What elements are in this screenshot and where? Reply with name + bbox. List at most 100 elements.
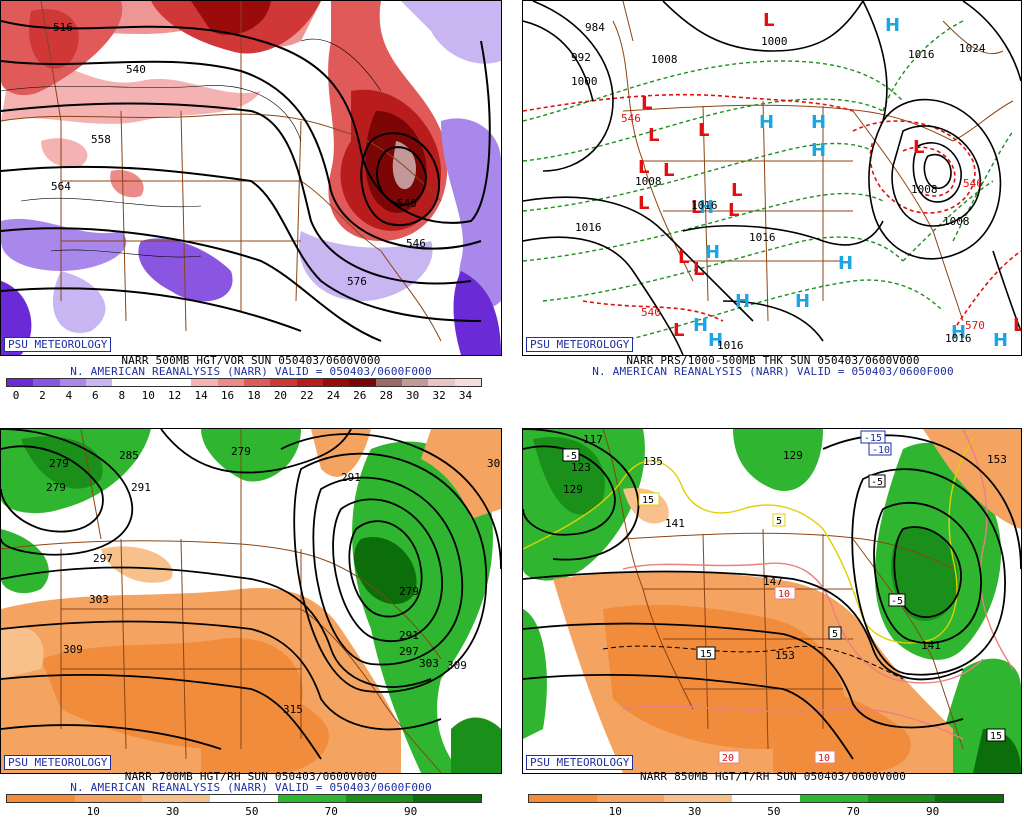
height-label: 117	[583, 433, 603, 446]
isobar-label: 1016	[749, 231, 776, 244]
contour-label: 297	[399, 645, 419, 658]
colorbar-swatch	[345, 795, 414, 802]
colorbar-tick-label: 10	[608, 805, 622, 818]
colorbar-tick-label: 10	[141, 389, 155, 402]
colorbar-swatch	[112, 379, 139, 386]
contour-label: 309	[447, 659, 467, 672]
height-label: 141	[665, 517, 685, 530]
map-850mb: 117 123 129 135 141 147 153 129 141 153 …	[522, 428, 1022, 774]
isobar-label: 1024	[959, 42, 986, 55]
psu-meteorology-badge: PSU METEOROLOGY	[526, 337, 634, 352]
height-label: 147	[763, 575, 783, 588]
low-pressure-marker: L	[693, 259, 704, 280]
map-700mb: 279 285 279 279 291 297 303 309 315 279 …	[0, 428, 502, 774]
low-pressure-marker: L	[698, 120, 709, 141]
rh-colorbar-ticks: 10 30 50 70 90	[528, 805, 1004, 818]
high-pressure-marker: H	[705, 242, 720, 263]
colorbar-swatch	[277, 795, 346, 802]
colorbar-swatch	[867, 795, 936, 802]
high-pressure-marker: H	[993, 330, 1008, 351]
height-label: 153	[775, 649, 795, 662]
low-pressure-marker: L	[691, 197, 702, 218]
colorbar-tick-label: 4	[65, 389, 73, 402]
panel-caption-line2: N. AMERICAN REANALYSIS (NARR) VALID = 05…	[592, 365, 954, 378]
isobar-label: 1016	[908, 48, 935, 61]
low-pressure-marker: L	[638, 157, 649, 178]
height-label: 153	[987, 453, 1007, 466]
colorbar-tick-label: 30	[687, 805, 702, 818]
colorbar-tick-label: 12	[168, 389, 182, 402]
isobar-label: 1016	[945, 332, 972, 345]
contour-label: 540	[397, 197, 417, 210]
colorbar-tick-label: 8	[118, 389, 126, 402]
low-pressure-marker: L	[673, 320, 684, 341]
high-pressure-marker: H	[885, 15, 900, 36]
contour-label: 576	[347, 275, 367, 288]
colorbar-tick-label: 90	[925, 805, 940, 818]
colorbar-swatch	[270, 379, 297, 386]
colorbar-swatch	[454, 379, 481, 386]
isobar-label: 1008	[911, 183, 938, 196]
colorbar-tick-label: 32	[432, 389, 446, 402]
panel-caption-line2: N. AMERICAN REANALYSIS (NARR) VALID = 05…	[70, 365, 432, 378]
colorbar-tick-label: 70	[846, 805, 860, 818]
map-500mb: 516 540 564 540 576 546 558 PSU METEOROL…	[0, 0, 502, 356]
colorbar-swatch	[799, 795, 868, 802]
colorbar-tick-label: 20	[273, 389, 288, 402]
panel-caption-line1: NARR 500MB HGT/VOR SUN 050403/0600V000	[121, 354, 381, 367]
colorbar-tick-label: 26	[353, 389, 367, 402]
high-pressure-marker: H	[735, 291, 750, 312]
rh-colorbar-ticks: 10 30 50 70 90	[6, 805, 482, 818]
colorbar-tick-label: 70	[324, 805, 338, 818]
low-pressure-marker: L	[728, 200, 739, 221]
low-pressure-marker: L	[913, 137, 924, 158]
colorbar-tick-label: 10	[86, 805, 100, 818]
height-label: 141	[921, 639, 941, 652]
isobar-label: 1000	[571, 75, 598, 88]
vorticity-colorbar-ticks: 0 2 4 6 8 10 12 14 16 18 20 22 24 26 28 30 32 34	[6, 389, 482, 402]
panel-caption-line1: NARR 850MB HGT/T/RH SUN 050403/0600V000	[639, 770, 907, 783]
contour-label: 546	[406, 237, 426, 250]
isobar-label: 1008	[651, 53, 678, 66]
isobar-label: 1016	[691, 199, 718, 212]
colorbar-swatch	[664, 795, 733, 802]
low-pressure-marker: L	[678, 247, 689, 268]
colorbar-swatch	[296, 379, 323, 386]
colorbar-swatch	[243, 379, 271, 386]
panel-caption-line1: NARR 700MB HGT/RH SUN 050403/0600V000	[124, 770, 378, 783]
colorbar-swatch	[164, 379, 192, 386]
colorbar-swatch	[59, 379, 86, 386]
thickness-label: 540	[641, 306, 661, 319]
colorbar-tick-label: 90	[403, 805, 418, 818]
high-pressure-marker: H	[708, 330, 723, 351]
colorbar-tick-label: 2	[39, 389, 46, 402]
colorbar-swatch	[413, 795, 482, 802]
colorbar-swatch	[375, 379, 402, 386]
colorbar-tick-label: 6	[92, 389, 99, 402]
colorbar-tick-label: 22	[300, 389, 314, 402]
temperature-label: 10	[778, 589, 790, 600]
thickness-label: 570	[965, 319, 985, 332]
high-pressure-marker: H	[811, 140, 826, 161]
colorbar-swatch	[7, 795, 75, 802]
rh-colorbar	[528, 794, 1004, 803]
colorbar-swatch	[935, 795, 1004, 802]
contour-label: 279	[49, 457, 69, 470]
low-pressure-marker: L	[641, 93, 652, 114]
colorbar-tick-label: 24	[326, 389, 340, 402]
colorbar-tick-label: 18	[247, 389, 261, 402]
contour-label: 30	[487, 457, 500, 470]
colorbar-tick-label: 50	[245, 805, 259, 818]
colorbar-tick-label: 0	[12, 389, 20, 402]
temperature-label: 10	[818, 753, 830, 764]
colorbar-tick-label: 34	[458, 389, 473, 402]
psu-meteorology-badge: PSU METEOROLOGY	[526, 755, 634, 770]
temperature-label: -15	[864, 433, 882, 444]
thickness-label: 546	[621, 112, 641, 125]
colorbar-swatch	[191, 379, 218, 386]
colorbar-swatch	[210, 795, 278, 802]
temperature-label: 15	[642, 495, 654, 506]
isobar-label: 1000	[761, 35, 788, 48]
colorbar-tick-label: 16	[220, 389, 235, 402]
contour-label: 291	[399, 629, 419, 642]
